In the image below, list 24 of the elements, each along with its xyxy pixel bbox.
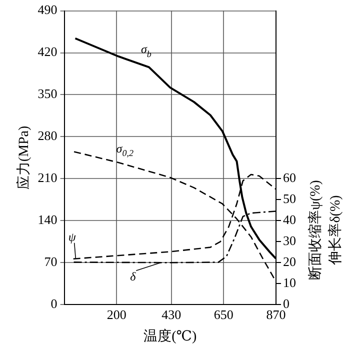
- x-axis-title: 温度(℃): [144, 328, 197, 344]
- y2-tick-label: 0: [283, 296, 290, 312]
- y2-tick-label: 50: [283, 191, 296, 206]
- series-label: ψ: [68, 230, 76, 244]
- y2-tick-label: 40: [283, 212, 296, 228]
- y-tick-label: 420: [38, 44, 58, 60]
- x-tick-label: 650: [214, 306, 234, 322]
- y-tick-label: 70: [44, 254, 58, 270]
- y-tick-label: 490: [38, 2, 58, 18]
- x-tick-label: 430: [162, 306, 182, 322]
- y-tick-label: 140: [38, 212, 58, 228]
- y2-tick-label: 20: [283, 254, 296, 270]
- y2-tick-label: 30: [283, 233, 296, 248]
- y2-tick-label: 10: [283, 275, 296, 290]
- series-label: δ: [130, 270, 136, 284]
- x-tick-label: 870: [266, 306, 286, 322]
- y-tick-label: 350: [38, 86, 58, 102]
- y-tick-label: 280: [38, 128, 58, 144]
- y-axis-title: 应力(MPa): [16, 125, 32, 190]
- y2-tick-label: 60: [283, 170, 296, 186]
- y-tick-label: 0: [50, 296, 58, 312]
- y2-axis-title: 断面收缩率ψ(%) 伸长率δ(%): [308, 180, 344, 280]
- y-tick-label: 210: [38, 170, 58, 186]
- x-tick-label: 200: [106, 306, 126, 322]
